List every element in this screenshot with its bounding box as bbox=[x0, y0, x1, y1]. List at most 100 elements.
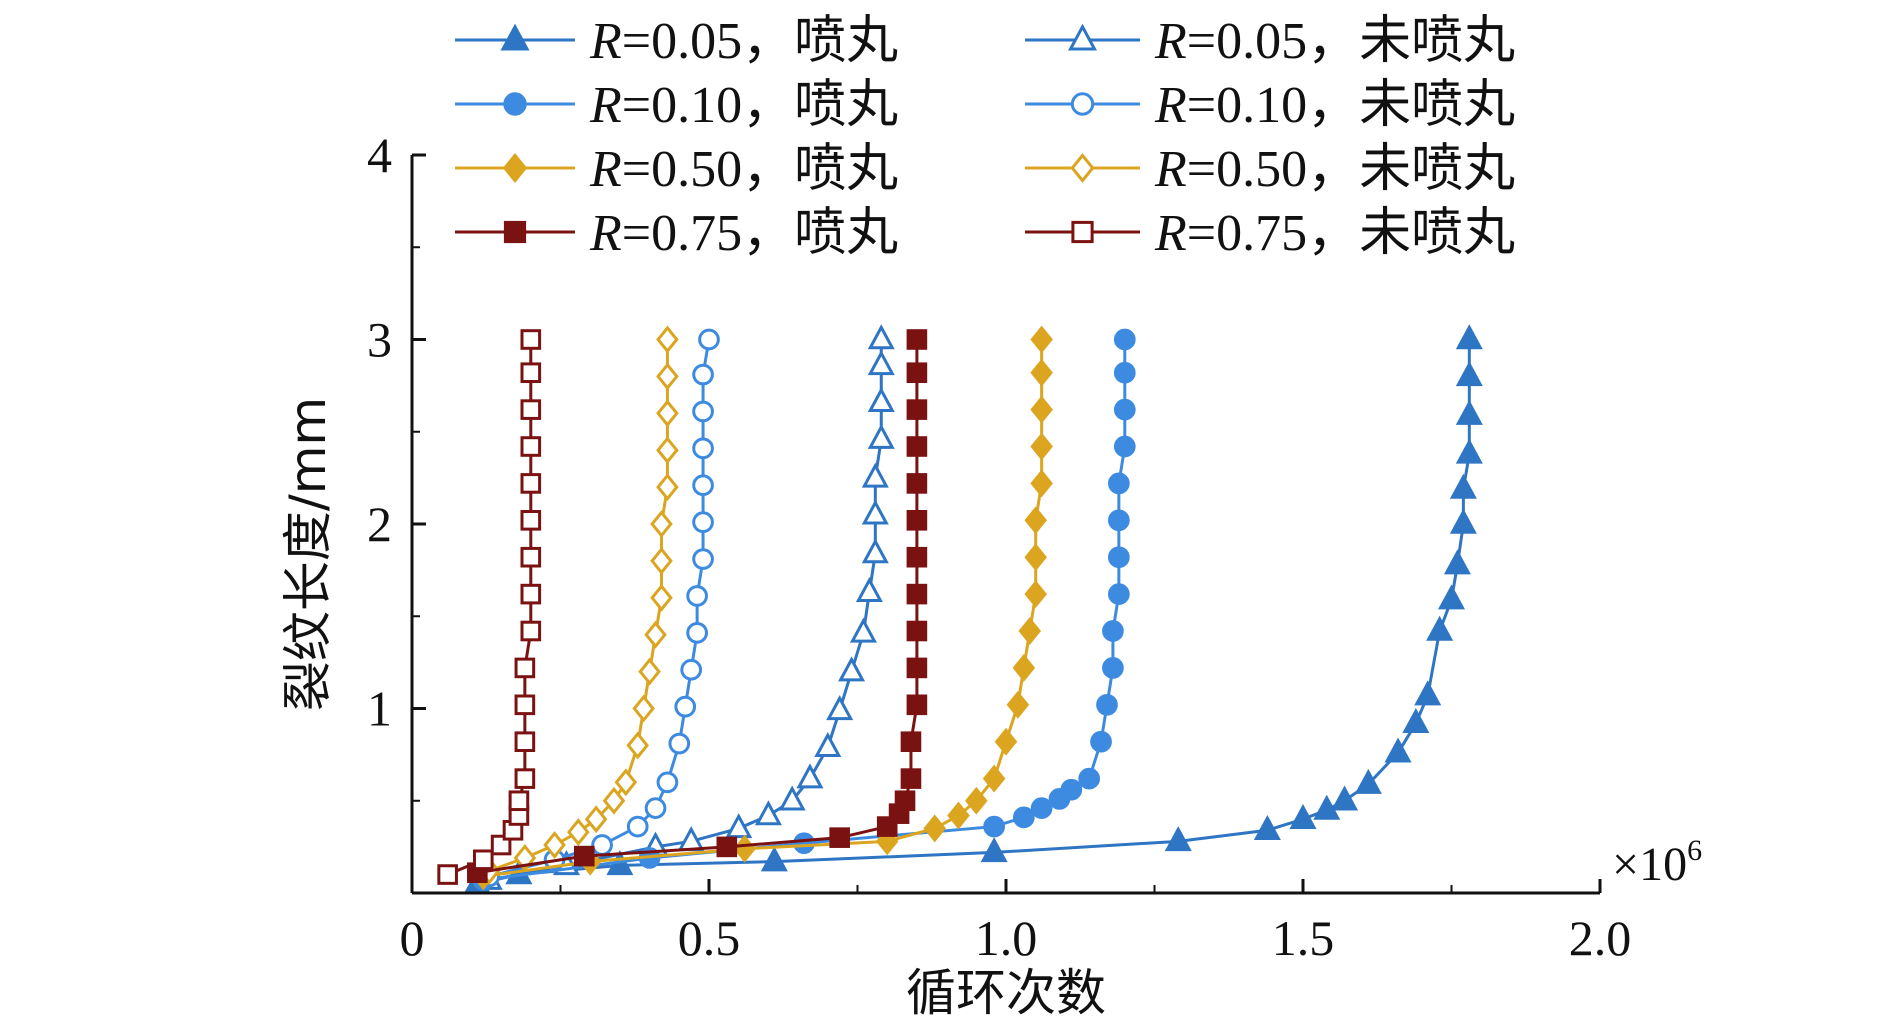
legend-marker bbox=[1070, 92, 1095, 116]
legend: R=0.05，喷丸R=0.10，喷丸R=0.50，喷丸R=0.75，喷丸R=0.… bbox=[455, 13, 1515, 262]
y-tick-label: 3 bbox=[367, 312, 392, 368]
data-point bbox=[906, 694, 928, 716]
data-point bbox=[867, 386, 895, 412]
legend-label: R=0.10，喷丸 bbox=[589, 77, 898, 134]
data-point bbox=[520, 329, 542, 350]
data-point bbox=[1030, 432, 1053, 461]
data-point bbox=[520, 473, 542, 494]
data-point bbox=[520, 546, 542, 568]
data-point bbox=[567, 818, 590, 847]
x-axis-multiplier: ×106 bbox=[1612, 834, 1702, 891]
data-point bbox=[1113, 398, 1136, 421]
data-point bbox=[520, 399, 542, 420]
data-point bbox=[980, 837, 1008, 863]
data-point bbox=[906, 362, 928, 384]
data-point bbox=[1443, 549, 1471, 575]
data-point bbox=[668, 732, 691, 755]
data-point bbox=[656, 399, 679, 428]
data-point bbox=[490, 834, 512, 856]
data-point bbox=[814, 731, 842, 757]
data-point bbox=[632, 694, 655, 723]
data-point bbox=[650, 510, 673, 538]
data-point bbox=[1018, 617, 1042, 645]
data-point bbox=[680, 658, 703, 681]
data-point bbox=[1030, 358, 1053, 387]
axes: 循环次数 裂纹长度/mm ×106 0 0.5 1.0 1.5 2.0 1 2 3 4 bbox=[279, 127, 1702, 1022]
data-point bbox=[1426, 615, 1454, 641]
y-axis-title: 裂纹长度/mm bbox=[279, 397, 337, 711]
data-point bbox=[906, 657, 928, 679]
data-point bbox=[692, 511, 714, 534]
data-point bbox=[1108, 546, 1130, 569]
data-point bbox=[1108, 583, 1130, 605]
data-point bbox=[692, 437, 714, 460]
x-tick-label: 1.0 bbox=[975, 910, 1038, 966]
data-point bbox=[1108, 472, 1130, 495]
legend-label-italic: R bbox=[589, 141, 622, 198]
data-point bbox=[602, 786, 626, 815]
data-point bbox=[861, 499, 889, 525]
data-point bbox=[906, 436, 928, 457]
legend-label-rest: =0.10，未喷丸 bbox=[1187, 77, 1515, 134]
data-point bbox=[686, 585, 708, 607]
data-point bbox=[1030, 395, 1053, 424]
data-point bbox=[867, 324, 895, 350]
data-point bbox=[513, 844, 537, 872]
data-point bbox=[733, 834, 756, 863]
data-point bbox=[796, 763, 824, 789]
legend-label-rest: =0.50，未喷丸 bbox=[1187, 141, 1515, 198]
legend-label-italic: R bbox=[589, 77, 622, 134]
data-point bbox=[692, 400, 714, 423]
legend-entry-7: R=0.75，未喷丸 bbox=[1025, 205, 1515, 262]
legend-marker bbox=[1071, 220, 1094, 244]
data-point bbox=[855, 577, 883, 603]
series-line bbox=[488, 339, 883, 882]
data-point bbox=[644, 620, 667, 649]
data-point bbox=[638, 657, 661, 686]
legend-label-italic: R bbox=[1154, 13, 1187, 70]
data-point bbox=[725, 813, 753, 839]
legend-marker bbox=[1067, 23, 1098, 51]
data-point bbox=[1449, 473, 1477, 499]
legend-label: R=0.05，未喷丸 bbox=[1154, 13, 1515, 70]
data-point bbox=[1090, 730, 1112, 753]
data-point bbox=[1113, 328, 1136, 351]
legend-marker bbox=[502, 153, 528, 183]
data-point bbox=[1289, 803, 1317, 829]
series-7 bbox=[437, 329, 542, 885]
data-point bbox=[514, 657, 536, 679]
data-point bbox=[1060, 778, 1083, 801]
legend-label-rest: =0.75，未喷丸 bbox=[1187, 205, 1515, 262]
data-point bbox=[520, 362, 542, 384]
data-point bbox=[861, 538, 889, 564]
data-point bbox=[906, 620, 928, 642]
legend-label-italic: R bbox=[589, 13, 622, 70]
data-point bbox=[867, 350, 895, 376]
data-point bbox=[983, 815, 1005, 838]
data-point bbox=[838, 656, 866, 682]
data-point bbox=[994, 727, 1018, 756]
data-point bbox=[520, 620, 542, 642]
series-6 bbox=[467, 329, 928, 884]
data-point bbox=[1354, 768, 1382, 794]
data-point bbox=[1253, 815, 1281, 841]
data-point bbox=[1012, 653, 1036, 682]
data-point bbox=[656, 473, 679, 502]
data-point bbox=[1078, 767, 1101, 790]
legend-entry-5: R=0.50，未喷丸 bbox=[1025, 141, 1515, 198]
data-point bbox=[520, 436, 542, 457]
x-axis-title: 循环次数 bbox=[906, 964, 1106, 1022]
x-tick-label: 1.5 bbox=[1272, 910, 1335, 966]
legend-label: R=0.75，喷丸 bbox=[589, 205, 898, 262]
y-tick-label: 4 bbox=[367, 127, 392, 183]
data-point bbox=[906, 583, 928, 605]
data-point bbox=[514, 768, 536, 789]
data-point bbox=[965, 786, 988, 815]
x-axis-multiplier-base: ×10 bbox=[1612, 838, 1687, 891]
data-point bbox=[656, 436, 679, 465]
data-point bbox=[1455, 438, 1483, 464]
data-point bbox=[1102, 657, 1124, 679]
y-tick-label: 2 bbox=[367, 496, 392, 552]
data-point bbox=[514, 694, 536, 716]
